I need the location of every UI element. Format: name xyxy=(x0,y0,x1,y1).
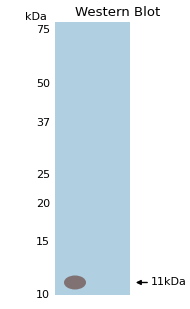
Text: 37: 37 xyxy=(36,118,50,128)
Text: kDa: kDa xyxy=(25,12,47,23)
Text: 20: 20 xyxy=(36,199,50,209)
Text: 75: 75 xyxy=(36,25,50,36)
Text: 11kDa: 11kDa xyxy=(151,277,187,287)
Text: 15: 15 xyxy=(36,237,50,247)
Bar xyxy=(55,22,130,295)
Text: 10: 10 xyxy=(36,290,50,300)
Text: Western Blot: Western Blot xyxy=(75,6,160,19)
Text: 25: 25 xyxy=(36,170,50,180)
Text: 50: 50 xyxy=(36,79,50,89)
Ellipse shape xyxy=(64,276,86,290)
